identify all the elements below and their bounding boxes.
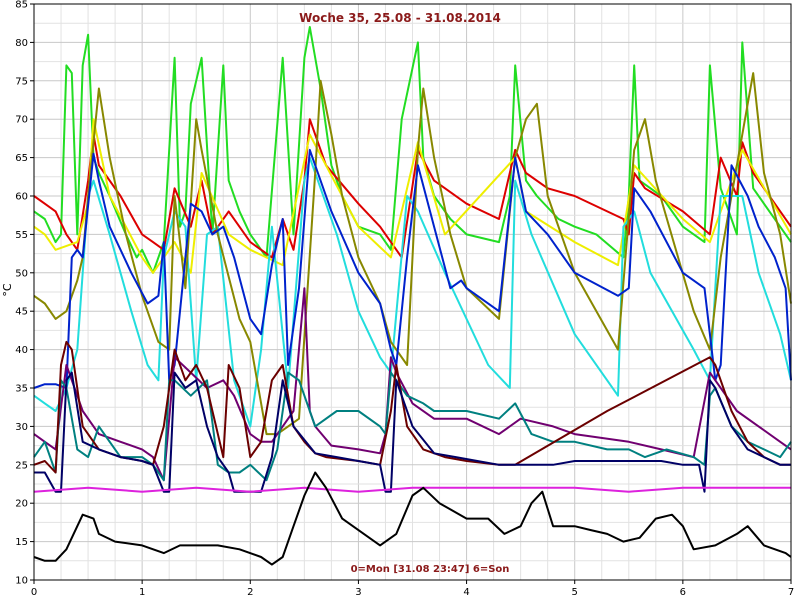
y-tick-label: 10 (15, 576, 28, 587)
x-tick-label: 5 (572, 587, 578, 598)
y-tick-label: 15 (15, 537, 28, 548)
series-line-11 (33, 486, 791, 493)
grid (34, 4, 791, 580)
y-tick-label: 70 (15, 115, 28, 126)
y-tick-label: 35 (15, 384, 28, 395)
y-tick-label: 60 (15, 192, 28, 203)
series-line-12 (33, 471, 792, 566)
y-tick-label: 50 (15, 268, 28, 279)
series-line-5 (33, 72, 792, 436)
y-tick-label: 40 (15, 345, 28, 356)
y-axis-ticks: 10 15 20 25 30 35 40 45 50 55 60 65 70 75 80 85 (15, 0, 34, 587)
chart-title: Woche 35, 25.08 - 31.08.2014 (299, 11, 501, 25)
x-tick-label: 2 (247, 587, 253, 598)
chart-footer: 0=Mon [31.08 23:47] 6=Son (351, 564, 510, 575)
y-tick-label: 85 (15, 0, 28, 11)
series-line-10 (34, 371, 791, 493)
y-axis-label: °C (1, 283, 14, 297)
y-tick-label: 75 (15, 76, 28, 87)
y-tick-label: 80 (15, 38, 28, 49)
x-tick-label: 1 (139, 587, 145, 598)
series-group (33, 26, 792, 566)
x-axis-ticks: 0 1 2 3 4 5 6 7 (31, 580, 794, 598)
y-tick-label: 55 (15, 230, 28, 241)
x-tick-label: 4 (463, 587, 469, 598)
y-tick-label: 65 (15, 153, 28, 164)
y-tick-label: 20 (15, 499, 28, 510)
y-tick-label: 30 (15, 422, 28, 433)
x-tick-label: 0 (31, 587, 37, 598)
plot-frame (33, 3, 792, 581)
y-tick-label: 45 (15, 307, 28, 318)
x-tick-label: 7 (788, 587, 794, 598)
series-line-8 (33, 371, 792, 482)
y-tick-label: 25 (15, 460, 28, 471)
series-line-6 (33, 148, 792, 389)
x-tick-label: 6 (680, 587, 686, 598)
x-tick-label: 3 (355, 587, 361, 598)
